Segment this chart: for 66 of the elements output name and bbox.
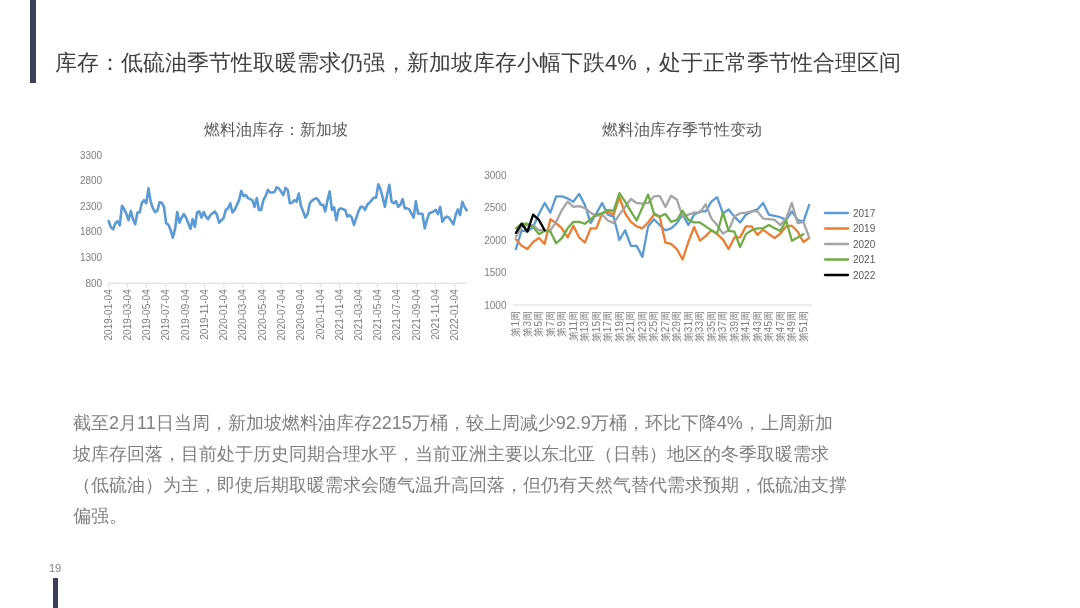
chart-title: 燃料油库存季节性变动 <box>601 121 762 138</box>
y-tick-label: 800 <box>85 277 103 289</box>
x-tick-label: 第9周 <box>556 311 568 337</box>
x-tick-label: 第29周 <box>671 311 683 343</box>
y-tick-label: 1000 <box>484 299 507 311</box>
x-tick-label: 2021-03-04 <box>352 288 364 341</box>
text: 截至2月11日当周，新加坡燃料油库存2215万桶，较上周减少92.9万桶，环比下降4%，上周新加坡库存回落，目前处于历史同期合理水平，当前亚洲主要以东北亚（日韩）地区的冬季取暖需求（低硫油）为主，即使后期取暖需求会随气温升高回落，但仍有天然气替代需求预期，低硫油支撑偏强。 <box>73 412 848 528</box>
x-tick-label: 第3周 <box>521 311 533 337</box>
x-tick-label: 2021-11-04 <box>429 288 441 340</box>
x-tick-label: 第23周 <box>636 311 648 343</box>
x-tick-label: 2021-09-04 <box>410 288 422 341</box>
y-tick-label: 1500 <box>484 267 507 278</box>
legend-label: 2020 <box>853 238 876 250</box>
x-tick-label: 2020-09-04 <box>295 288 307 341</box>
x-tick-label: 2019-07-04 <box>160 288 172 341</box>
x-tick-label: 第21周 <box>625 311 637 343</box>
y-tick-label: 2300 <box>79 200 103 212</box>
x-tick-label: 2021-01-04 <box>333 288 345 341</box>
x-tick-label: 第43周 <box>751 311 763 343</box>
x-tick-label: 2020-03-04 <box>237 288 249 341</box>
chart-title: 燃料油库存：新加坡 <box>203 121 348 138</box>
x-tick-label: 第47周 <box>774 311 786 343</box>
x-tick-label: 2020-01-04 <box>218 288 230 341</box>
x-tick-label: 第13周 <box>579 311 591 343</box>
x-tick-label: 2019-01-04 <box>103 288 115 341</box>
x-tick-label: 2021-07-04 <box>391 288 403 341</box>
x-tick-label: 第1周 <box>510 311 522 337</box>
y-tick-label: 3000 <box>484 169 507 181</box>
x-tick-label: 第45周 <box>763 311 775 343</box>
text: 库存：低硫油季节性取暖需求仍强，新加坡库存小幅下跌4%，处于正常季节性合理区间 <box>55 49 901 77</box>
legend-label: 2022 <box>853 269 876 281</box>
legend-label: 2019 <box>853 223 876 234</box>
x-tick-label: 第7周 <box>544 311 556 337</box>
x-tick-label: 第41周 <box>740 311 752 343</box>
y-tick-label: 2500 <box>484 202 507 213</box>
x-tick-label: 第39周 <box>728 311 740 343</box>
x-tick-label: 2020-07-04 <box>275 288 287 341</box>
x-tick-label: 2019-11-04 <box>199 288 211 340</box>
x-tick-label: 2019-09-04 <box>179 288 191 341</box>
x-tick-label: 第51周 <box>797 311 809 343</box>
x-tick-label: 2021-05-04 <box>371 288 383 341</box>
y-tick-label: 1300 <box>79 252 103 264</box>
x-tick-label: 2020-05-04 <box>256 288 268 341</box>
x-tick-label: 第49周 <box>786 311 798 343</box>
x-tick-label: 2019-03-04 <box>121 288 133 341</box>
x-tick-label: 2022-01-04 <box>449 288 461 341</box>
x-tick-label: 第37周 <box>717 311 729 343</box>
x-tick-label: 第33周 <box>694 311 706 343</box>
x-tick-label: 第27周 <box>659 311 671 343</box>
x-tick-label: 第17周 <box>602 311 614 343</box>
legend-label: 2017 <box>853 207 876 219</box>
x-tick-label: 第25周 <box>648 311 660 343</box>
x-tick-label: 第5周 <box>533 311 545 337</box>
legend-label: 2021 <box>853 254 876 265</box>
x-tick-label: 2020-11-04 <box>314 288 326 340</box>
x-tick-label: 第15周 <box>590 311 602 343</box>
y-tick-label: 3300 <box>79 149 103 161</box>
y-tick-label: 1800 <box>79 226 103 238</box>
x-tick-label: 第19周 <box>613 311 625 343</box>
y-tick-label: 2800 <box>79 175 103 187</box>
x-tick-label: 2019-05-04 <box>141 288 153 341</box>
x-tick-label: 第31周 <box>682 311 694 343</box>
text: 19 <box>49 561 63 575</box>
x-tick-label: 第11周 <box>567 311 579 342</box>
y-tick-label: 2000 <box>484 234 507 246</box>
x-tick-label: 第35周 <box>705 311 717 343</box>
